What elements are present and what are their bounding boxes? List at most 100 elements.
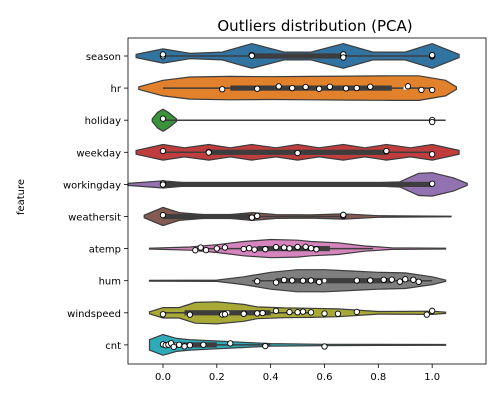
violin-median (322, 278, 327, 283)
strip-point (340, 54, 347, 61)
strip-point (367, 277, 374, 284)
strip-point (315, 278, 323, 286)
strip-point (286, 245, 293, 252)
strip-point (353, 277, 360, 284)
strip-point (313, 246, 320, 253)
strip-point (294, 309, 301, 316)
strip-point (334, 310, 342, 317)
violin-body (148, 333, 447, 356)
strip-point (294, 149, 301, 157)
strip-point (272, 279, 280, 286)
strip-point (307, 309, 315, 316)
strip-point (205, 149, 212, 156)
strip-point (221, 311, 229, 318)
strip-point (429, 51, 436, 59)
y-tick-label-workingday: workingday (63, 180, 121, 191)
chart-title: Outliers distribution (PCA) (217, 17, 412, 35)
strip-point (299, 277, 307, 284)
strip-point (200, 341, 207, 348)
strip-point (404, 83, 412, 90)
strip-point (192, 247, 199, 254)
strip-point (340, 211, 347, 218)
y-tick-label-weathersit: weathersit (68, 213, 121, 224)
strip-point (280, 244, 288, 251)
strip-point (275, 83, 282, 90)
strip-point (254, 278, 261, 285)
violin-hum (148, 269, 447, 293)
y-tick-label-weekday: weekday (76, 148, 121, 159)
strip-point (213, 245, 220, 252)
y-axis-ticks: season hr holiday weekday workingday weathers… (63, 52, 128, 352)
strip-point (342, 85, 350, 92)
strip-point (289, 84, 296, 92)
strip-point (259, 309, 266, 317)
violin-weathersit (143, 206, 452, 227)
strip-point (159, 51, 167, 58)
strip-point (240, 310, 247, 317)
strip-point (245, 245, 253, 252)
strip-point (410, 276, 417, 283)
strip-point (294, 243, 301, 251)
strip-point (181, 343, 188, 350)
y-tick-label-windspeed: windspeed (67, 309, 121, 320)
y-tick-label-season: season (86, 52, 121, 63)
x-tick-label: 0.6 (317, 372, 333, 383)
x-tick-label: 0.4 (263, 372, 279, 383)
plot-area (127, 42, 468, 356)
y-tick-label-hum: hum (99, 277, 121, 288)
y-tick-label-hr: hr (111, 84, 122, 95)
strip-point (254, 310, 261, 317)
strip-point (254, 212, 261, 220)
violin-iqr-box (251, 53, 344, 59)
strip-point (240, 245, 247, 253)
strip-point (262, 342, 269, 350)
strip-point (159, 181, 167, 188)
strip-point (272, 307, 280, 315)
strip-point (383, 147, 390, 155)
violin-hr (138, 75, 457, 101)
strip-point (248, 214, 255, 221)
violin-windspeed (148, 301, 447, 325)
strip-point (221, 244, 229, 251)
strip-point (272, 243, 280, 251)
strip-point (429, 86, 436, 94)
strip-point (170, 343, 177, 351)
y-tick-label-cnt: cnt (105, 341, 121, 352)
strip-point (418, 86, 425, 94)
strip-point (197, 244, 204, 251)
strip-point (227, 340, 234, 347)
strip-point (186, 311, 194, 318)
strip-point (307, 277, 315, 284)
strip-point (202, 246, 210, 254)
x-tick-label: 1.0 (424, 372, 440, 383)
y-axis-label: feature (16, 179, 27, 215)
violin-atemp (148, 238, 447, 259)
strip-point (251, 246, 258, 253)
violin-iqr-box (162, 181, 433, 187)
strip-point (186, 342, 194, 349)
strip-point (353, 308, 360, 316)
strip-point (396, 278, 404, 285)
violin-weekday (135, 143, 460, 161)
x-tick-label: 0.0 (155, 372, 171, 383)
violin-iqr-box (162, 213, 252, 220)
strip-point (175, 341, 183, 348)
strip-point (321, 343, 328, 350)
strip-point (429, 180, 436, 187)
strip-point (159, 115, 167, 122)
strip-point (353, 84, 360, 92)
strip-point (423, 311, 430, 318)
strip-point (299, 308, 307, 315)
strip-point (326, 83, 334, 90)
y-tick-label-holiday: holiday (85, 116, 121, 127)
strip-point (429, 307, 436, 314)
strip-point (388, 276, 395, 283)
strip-point (254, 85, 261, 92)
violin-iqr-box (276, 278, 392, 284)
strip-point (302, 83, 309, 91)
strip-point (159, 211, 167, 219)
strip-point (286, 308, 293, 316)
violin-cnt (148, 333, 447, 356)
strip-point (219, 86, 226, 93)
strip-point (307, 245, 315, 252)
